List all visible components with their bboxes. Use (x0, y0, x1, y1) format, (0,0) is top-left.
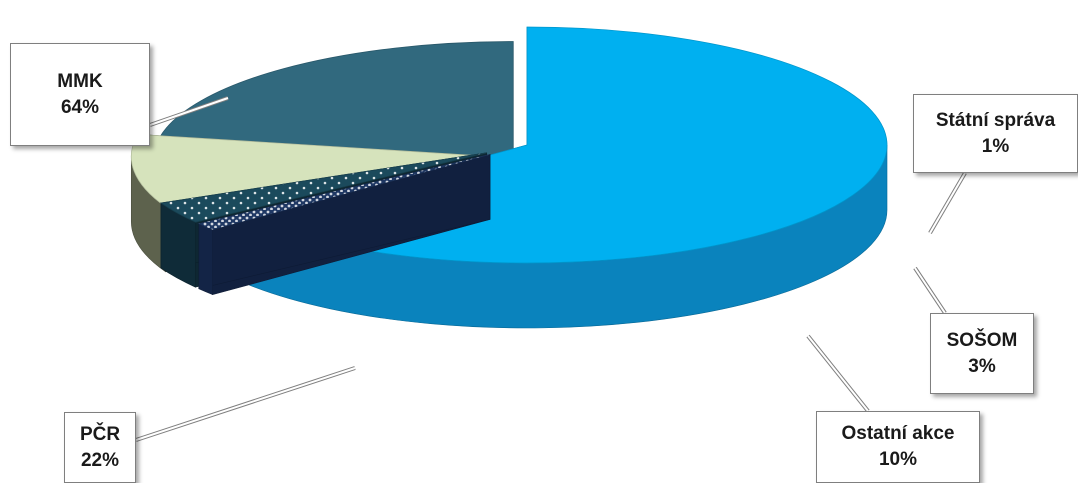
data-label-mmk: MMK 64% (10, 43, 150, 146)
data-label-sosom: SOŠOM 3% (930, 313, 1034, 394)
leader-line-p-r-inner (135, 367, 356, 441)
data-label-pcr: PČR 22% (64, 412, 136, 483)
data-label-pcr-category: PČR (79, 423, 121, 445)
data-label-ostatni-akce-category: Ostatní akce (841, 423, 955, 444)
data-label-ostatni-akce: Ostatní akce 10% (816, 411, 980, 483)
data-label-sosom-value: 3% (968, 355, 996, 377)
pie-slice-texture (160, 152, 487, 223)
data-label-statni-sprava-category: Státní správa (935, 109, 1056, 131)
data-label-pcr-value: 22% (80, 449, 120, 471)
leader-line-ostatn-akce-inner (807, 335, 869, 412)
leader-line-st-tn-spr-va-inner (929, 172, 966, 234)
data-label-statni-sprava-value: 1% (981, 135, 1010, 157)
leader-line-so-om-inner (914, 267, 946, 314)
data-label-sosom-category: SOŠOM (946, 329, 1018, 351)
data-label-statni-sprava: Státní správa 1% (913, 94, 1078, 173)
data-label-ostatni-akce-value: 10% (878, 449, 918, 470)
leader-line-mmk-inner (149, 97, 229, 126)
pie-slice-edge (198, 223, 213, 296)
data-label-mmk-category: MMK (57, 70, 103, 92)
data-label-mmk-value: 64% (60, 96, 100, 118)
pie-slice-texture (198, 154, 491, 230)
pie-slice-st-tn-spr-va (197, 154, 491, 296)
